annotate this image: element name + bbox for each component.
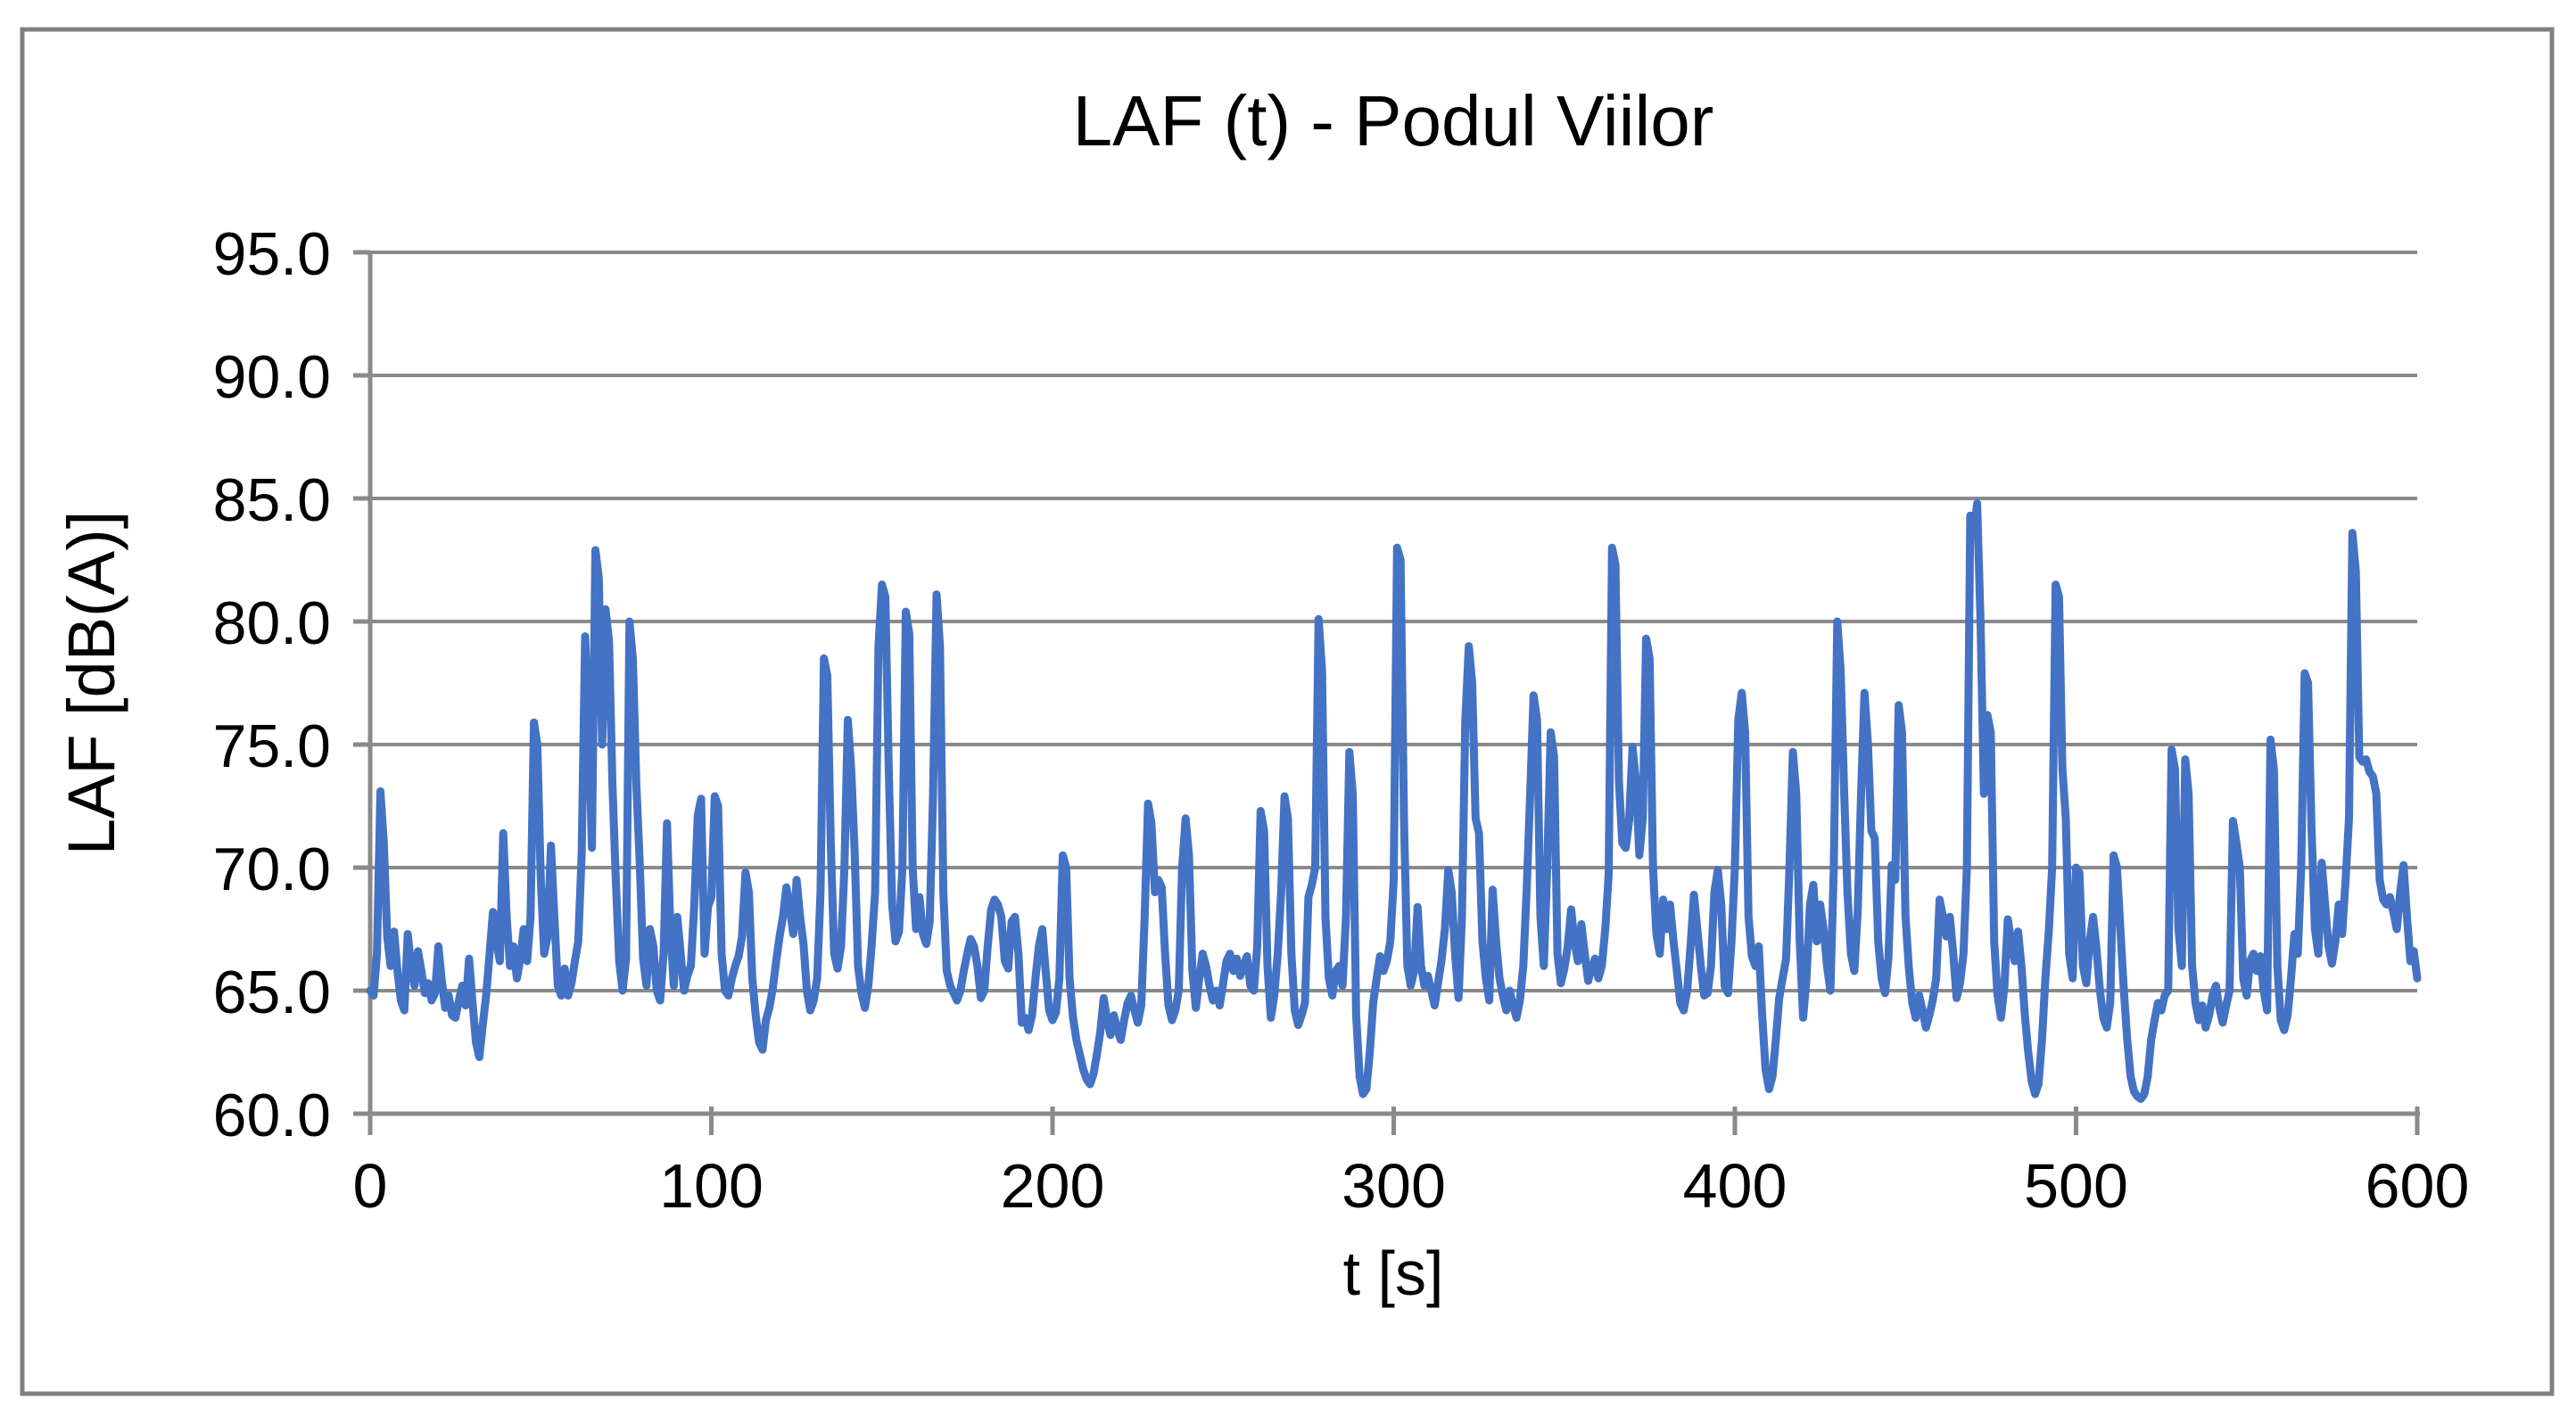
x-tick-label: 600	[2365, 1151, 2470, 1221]
y-tick-label: 85.0	[213, 466, 331, 534]
chart-title: LAF (t) - Podul Viilor	[1073, 81, 1714, 161]
y-tick-label: 90.0	[213, 343, 331, 411]
series	[366, 499, 2422, 1103]
x-tick-label: 100	[659, 1151, 764, 1221]
y-tick-label: 60.0	[213, 1082, 331, 1149]
x-tick-label: 500	[2024, 1151, 2128, 1221]
y-tick-label: 80.0	[213, 589, 331, 657]
tick-labels: 95.0 90.0 85.0 80.0 75.0 70.0 65.0 60.0 0 100 200 3…	[213, 220, 2470, 1221]
x-axis-title: t [s]	[1343, 1239, 1444, 1308]
axes	[353, 250, 2420, 1135]
y-axis-title: LAF [dB(A)]	[54, 511, 128, 856]
y-tick-label: 70.0	[213, 835, 331, 903]
x-tick-label: 0	[353, 1151, 388, 1221]
x-tick-label: 400	[1683, 1151, 1788, 1221]
series-line-laf	[366, 499, 2422, 1103]
chart-frame-border	[20, 27, 2555, 1396]
x-tick-label: 200	[1001, 1151, 1105, 1221]
x-tick-label: 300	[1342, 1151, 1446, 1221]
y-tick-label: 75.0	[213, 712, 331, 780]
y-tick-label: 65.0	[213, 959, 331, 1026]
y-tick-label: 95.0	[213, 220, 331, 288]
